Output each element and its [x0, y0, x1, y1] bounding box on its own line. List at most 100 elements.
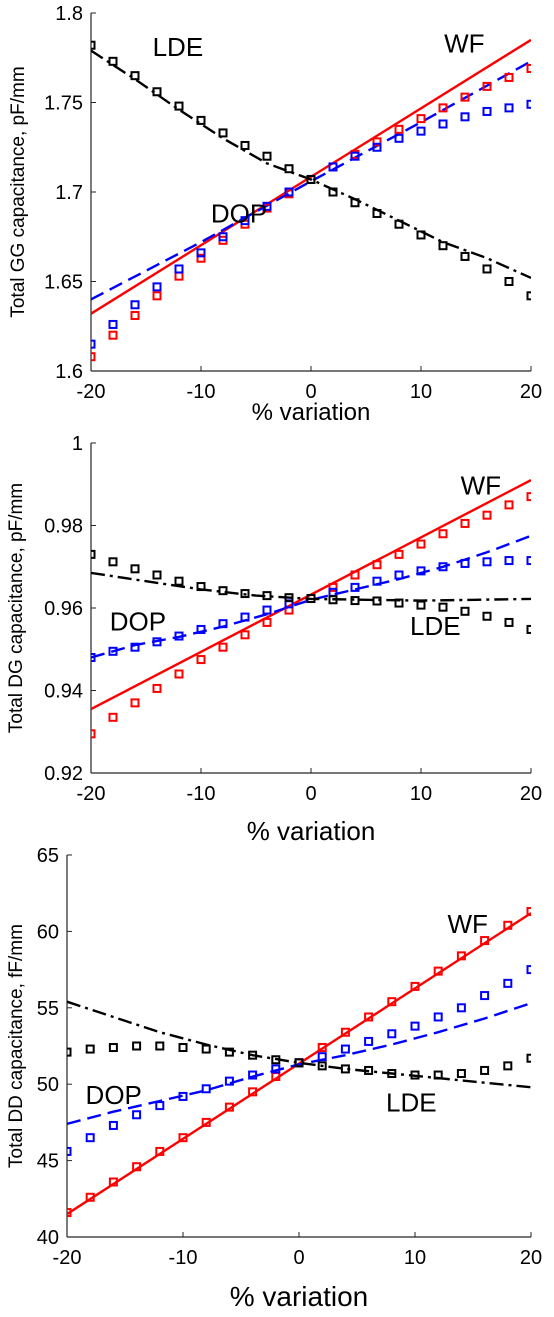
lde-data-point	[503, 1061, 513, 1071]
annotation-lde: LDE	[386, 1088, 437, 1118]
x-tick-label: -10	[169, 1247, 198, 1269]
dop-data-point	[460, 558, 470, 568]
wf-data-point	[262, 617, 272, 627]
y-tick-label: 1.6	[55, 361, 83, 383]
wf-data-point	[503, 920, 513, 930]
lde-data-point	[108, 56, 118, 66]
y-tick-label: 0.98	[44, 516, 83, 538]
dop-data-point	[132, 1110, 142, 1120]
wf-data-point	[108, 712, 118, 722]
lde-data-point	[526, 291, 531, 301]
wf-data-point	[91, 352, 96, 362]
x-tick-label: 10	[410, 783, 432, 805]
wf-data-point	[108, 330, 118, 340]
lde-data-point	[152, 570, 162, 580]
lde-data-point	[271, 1055, 281, 1065]
dop-data-point	[460, 112, 470, 122]
y-tick-label: 40	[37, 1227, 59, 1249]
lde-data-point	[482, 611, 492, 621]
wf-data-point	[456, 951, 466, 961]
lde-data-point	[91, 40, 96, 50]
wf-data-point	[416, 539, 426, 549]
wf-data-point	[526, 492, 531, 502]
dop-data-point	[85, 1133, 95, 1143]
lde-data-point	[91, 549, 96, 559]
lde-data-point	[306, 594, 316, 604]
lde-data-point	[460, 606, 470, 616]
x-axis-label: % variation	[247, 816, 376, 846]
dop-data-point	[262, 605, 272, 615]
dop-data-point	[416, 566, 426, 576]
lde-series-line	[67, 1000, 531, 1089]
y-tick-label: 1.7	[55, 182, 83, 204]
wf-data-point	[248, 1087, 258, 1097]
lde-data-point	[201, 1044, 211, 1054]
x-tick-label: -10	[187, 381, 216, 403]
wf-data-point	[91, 729, 96, 739]
lde-data-point	[294, 1058, 304, 1068]
x-tick-label: 0	[293, 1247, 304, 1269]
lde-series-line	[91, 571, 531, 602]
dop-data-point	[130, 642, 140, 652]
lde-data-point	[130, 71, 140, 81]
lde-data-point	[526, 624, 531, 634]
x-tick-label: 20	[520, 381, 542, 403]
y-tick-label: 60	[37, 921, 59, 943]
wf-data-point	[504, 500, 514, 510]
wf-data-point	[364, 1012, 374, 1022]
lde-data-point	[526, 1053, 531, 1063]
lde-data-point	[174, 101, 184, 111]
wf-data-point	[174, 669, 184, 679]
dop-data-point	[438, 562, 448, 572]
dop-data-point	[394, 133, 404, 143]
y-tick-label: 45	[37, 1151, 59, 1173]
lde-data-point	[328, 187, 338, 197]
chart-3: -20 -10 0 10 20 40 45 50 55 60 65 % variation Total …	[6, 845, 542, 1312]
lde-data-point	[372, 208, 382, 218]
lde-data-point	[248, 1050, 258, 1060]
wf-data-point	[394, 124, 404, 134]
dop-data-point	[248, 1070, 258, 1080]
wf-data-point	[218, 642, 228, 652]
dop-data-point	[438, 119, 448, 129]
lde-data-point	[284, 593, 294, 603]
lde-data-point	[416, 230, 426, 240]
x-tick-label: 0	[305, 783, 316, 805]
wf-data-point	[328, 582, 338, 592]
x-tick-label: 0	[305, 381, 316, 403]
lde-data-point	[328, 595, 338, 605]
annotation-wf: WF	[447, 909, 487, 939]
y-tick-label: 65	[37, 845, 59, 867]
lde-data-point	[262, 591, 272, 601]
lde-data-point	[350, 596, 360, 606]
annotation-dop: DOP	[211, 198, 267, 228]
dop-data-point	[350, 582, 360, 592]
dop-data-point	[271, 1064, 281, 1074]
wf-data-point	[394, 549, 404, 559]
plot-area	[67, 907, 531, 1218]
lde-data-point	[416, 600, 426, 610]
lde-data-point	[108, 1043, 118, 1053]
y-tick-label: 1.65	[44, 272, 83, 294]
y-tick-label: 1.75	[44, 93, 83, 115]
dop-data-point	[196, 624, 206, 634]
dop-data-point	[174, 264, 184, 274]
x-axis-label: % variation	[252, 399, 371, 426]
dop-data-point	[284, 187, 294, 197]
dop-data-point	[224, 1076, 234, 1086]
plot-area	[91, 38, 531, 362]
dop-data-point	[178, 1091, 188, 1101]
wf-data-point	[480, 936, 490, 946]
dop-data-point	[67, 1146, 72, 1156]
wf-data-point	[350, 570, 360, 580]
dop-data-point	[130, 300, 140, 310]
dop-data-point	[350, 151, 360, 161]
dop-data-point	[387, 1029, 397, 1039]
lde-data-point	[438, 602, 448, 612]
wf-data-point	[196, 253, 206, 263]
dop-data-point	[328, 162, 338, 172]
y-tick-label: 0.94	[44, 681, 83, 703]
dop-data-point	[196, 248, 206, 258]
y-tick-label: 55	[37, 998, 59, 1020]
